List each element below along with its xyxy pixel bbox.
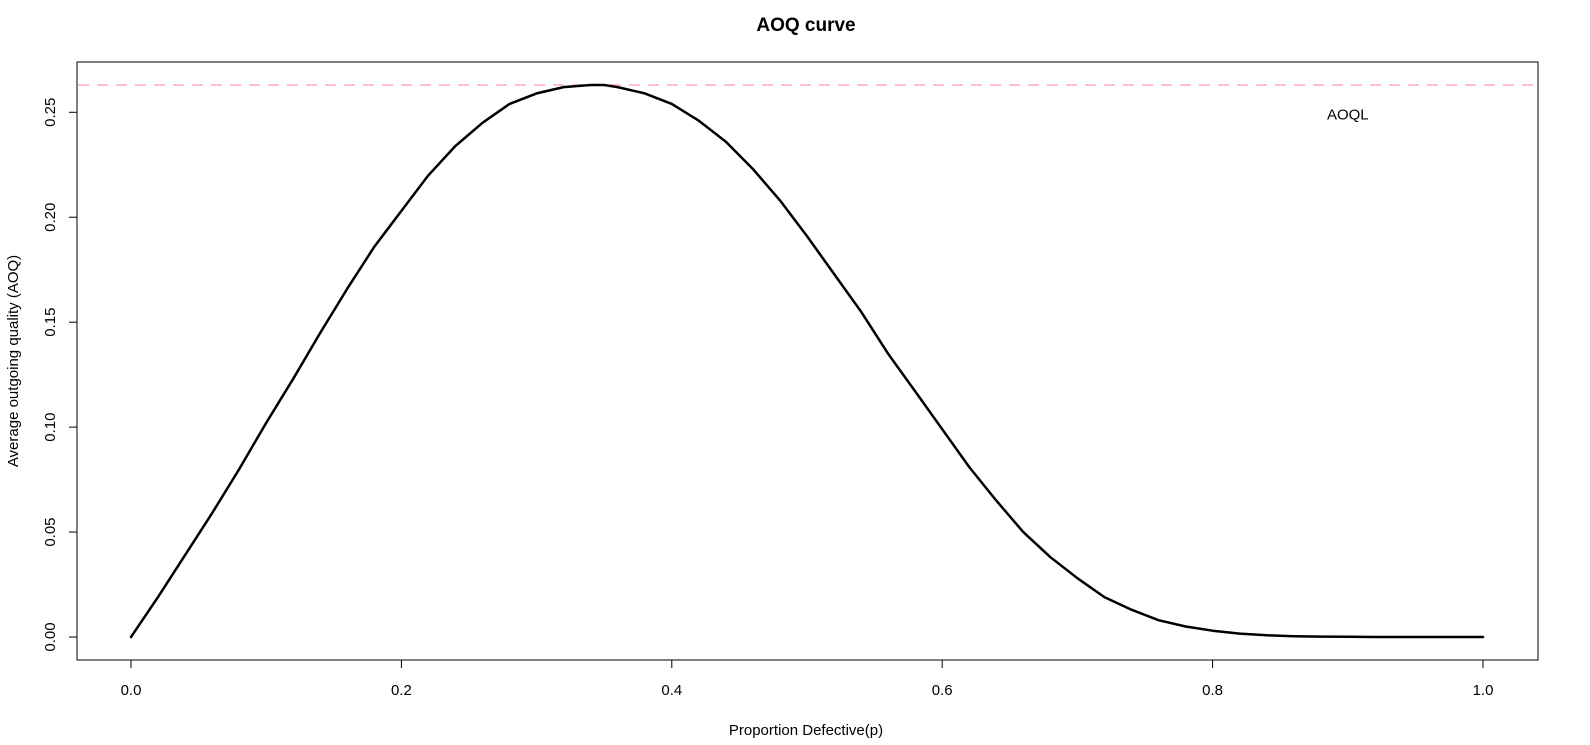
x-tick-label: 0.6 bbox=[932, 682, 953, 699]
y-tick-label: 0.10 bbox=[42, 413, 59, 442]
y-tick-label: 0.15 bbox=[42, 308, 59, 337]
y-tick-label: 0.25 bbox=[42, 98, 59, 127]
chart-title: AOQ curve bbox=[756, 15, 855, 36]
x-tick-label: 0.8 bbox=[1202, 682, 1223, 699]
y-tick-label: 0.05 bbox=[42, 517, 59, 546]
x-axis: 0.0 0.2 0.4 0.6 0.8 1.0 bbox=[121, 659, 1494, 699]
y-tick-label: 0.20 bbox=[42, 203, 59, 232]
x-tick-label: 0.2 bbox=[391, 682, 412, 699]
y-axis: 0.00 0.05 0.10 0.15 0.20 0.25 bbox=[42, 98, 78, 652]
x-tick-label: 0.0 bbox=[121, 682, 142, 699]
y-axis-title: Average outgoing quality (AOQ) bbox=[5, 255, 22, 467]
series-layer bbox=[129, 83, 1485, 639]
plot-frame bbox=[76, 61, 1539, 661]
annotation-layer: AOQL bbox=[1327, 106, 1369, 123]
aoq-series-line bbox=[129, 83, 1485, 639]
y-tick-label: 0.00 bbox=[42, 622, 59, 651]
x-tick-label: 0.4 bbox=[661, 682, 682, 699]
aoql-annotation: AOQL bbox=[1327, 106, 1369, 123]
x-axis-title: Proportion Defective(p) bbox=[729, 722, 883, 739]
x-tick-label: 1.0 bbox=[1473, 682, 1494, 699]
